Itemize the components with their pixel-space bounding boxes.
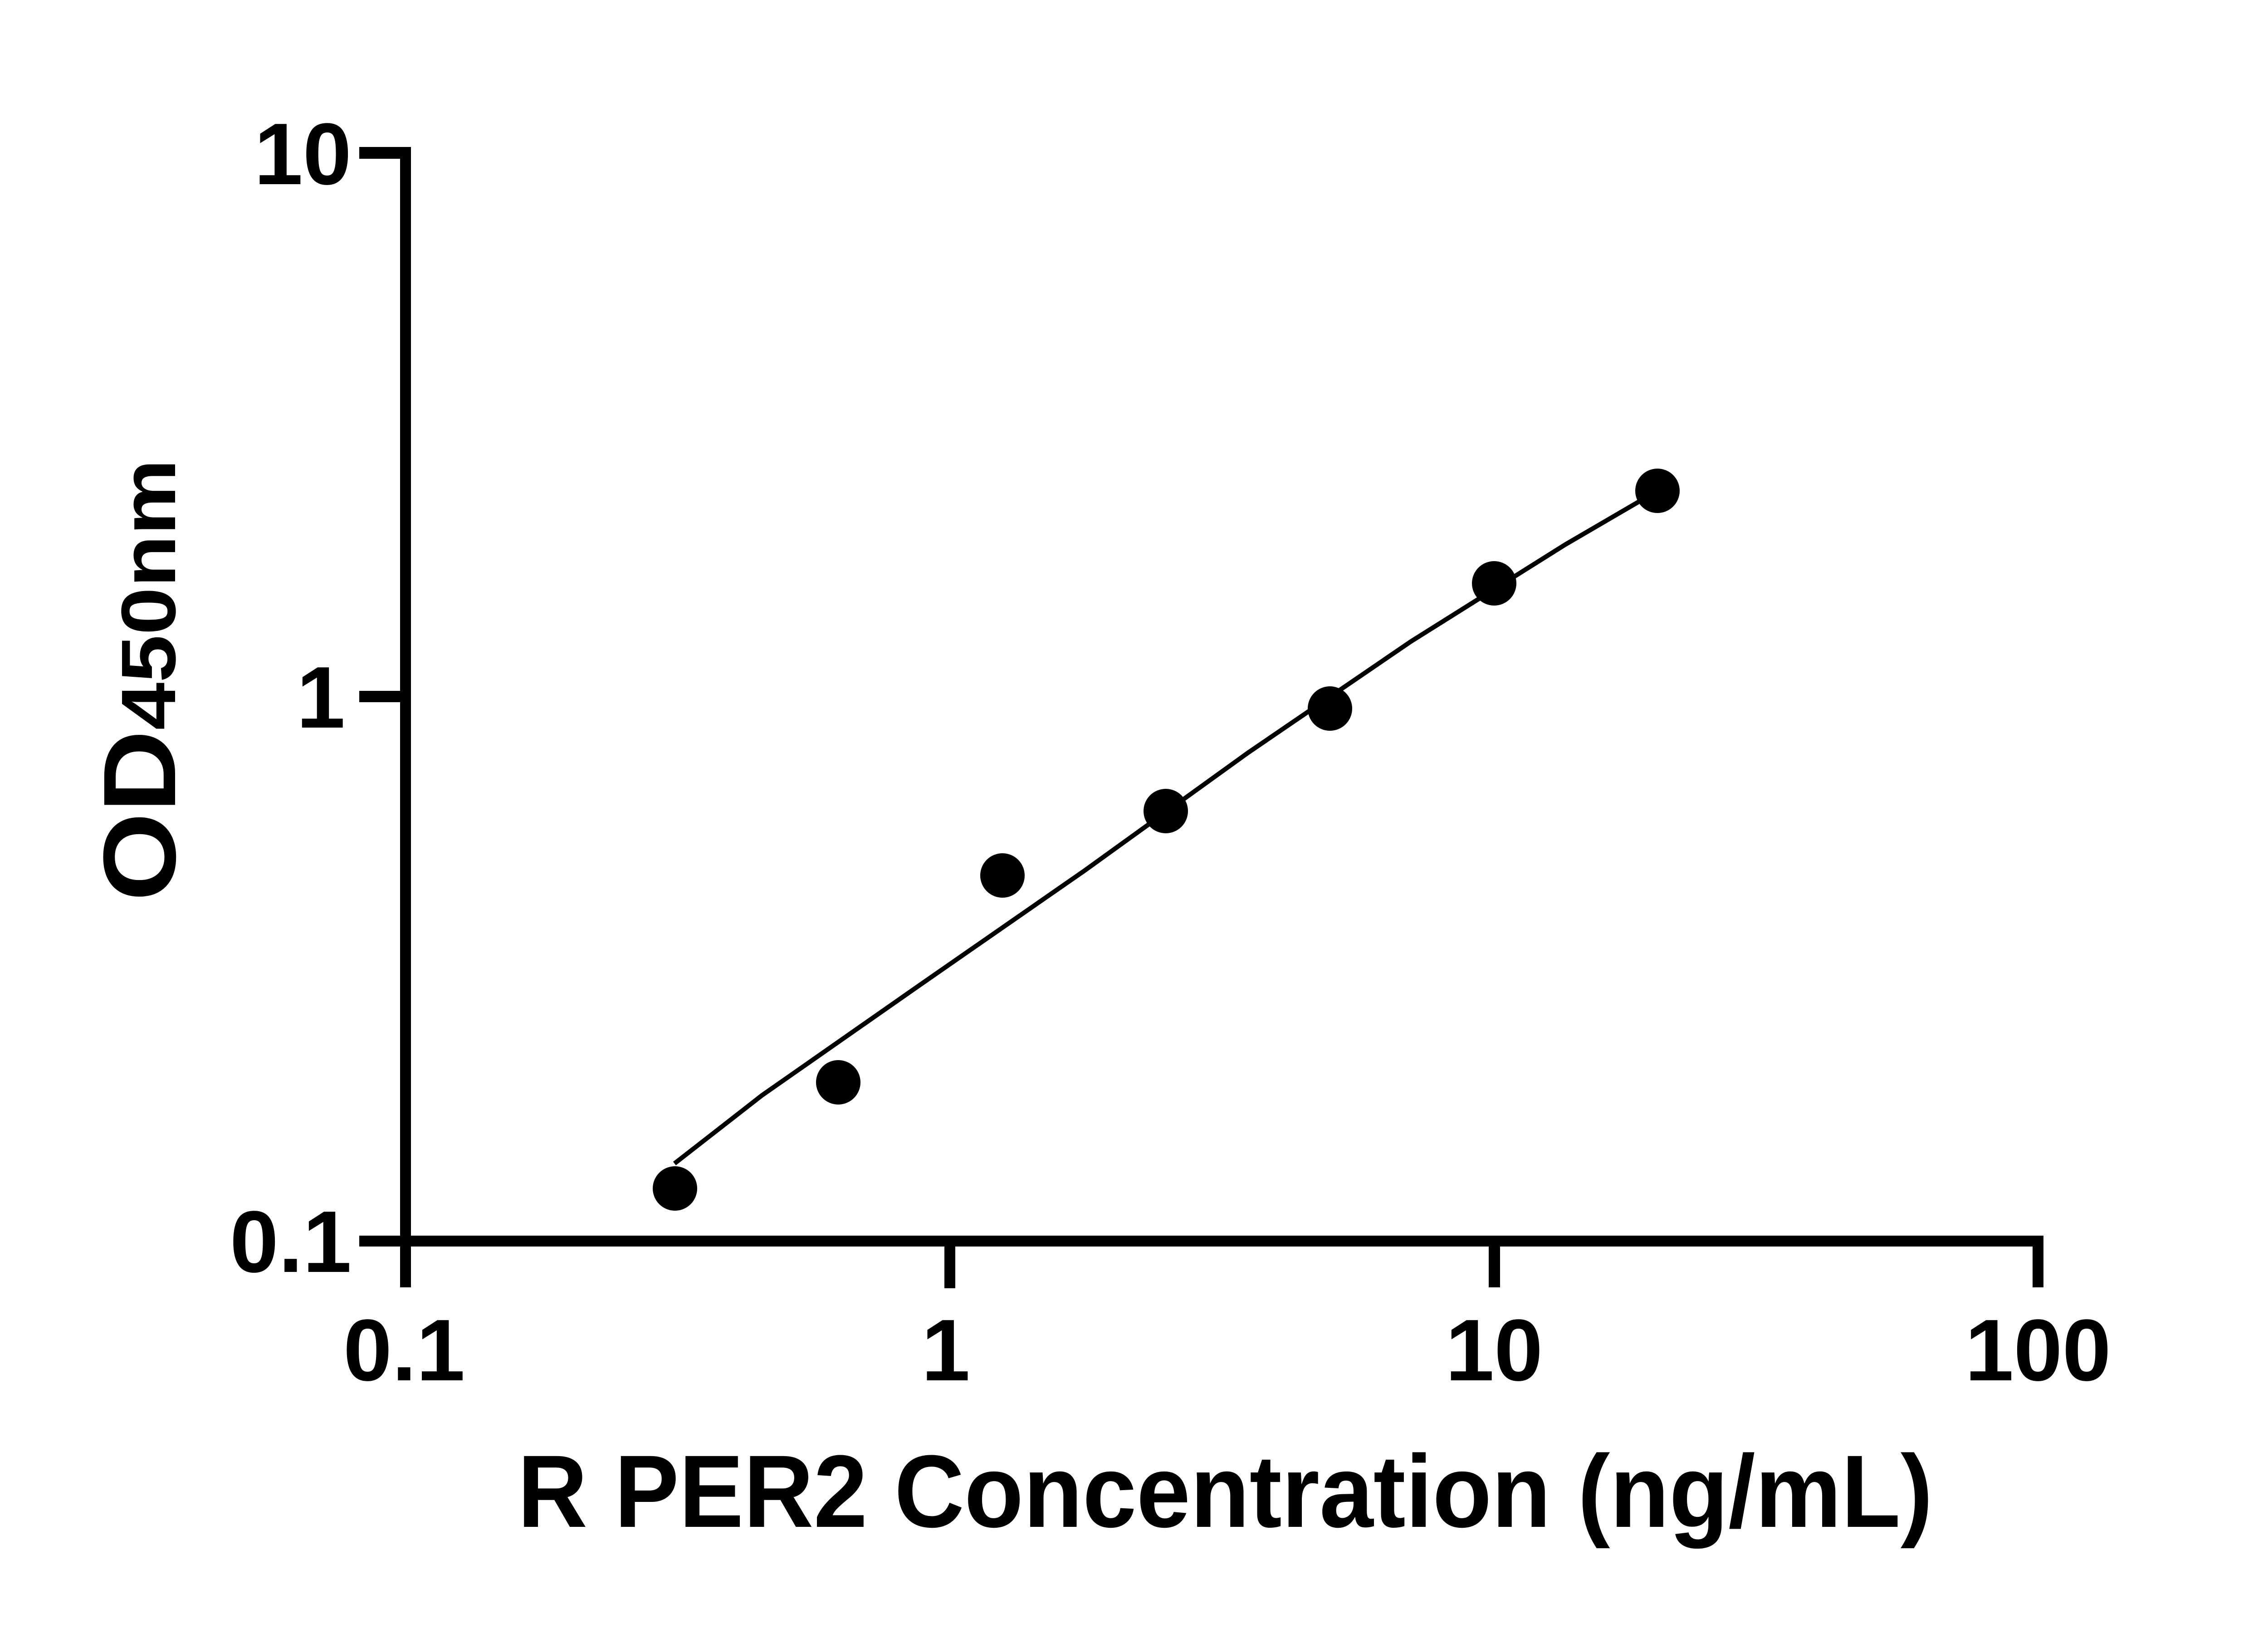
svg-text:0.1: 0.1: [343, 1301, 465, 1399]
svg-text:10: 10: [1446, 1301, 1543, 1399]
svg-text:1: 1: [297, 648, 345, 746]
svg-text:10: 10: [254, 105, 352, 203]
svg-text:1: 1: [921, 1301, 970, 1399]
svg-text:100: 100: [1965, 1301, 2111, 1399]
svg-text:0.1: 0.1: [230, 1193, 352, 1291]
svg-text:OD450nm: OD450nm: [83, 459, 197, 901]
svg-text:R PER2 Concentration (ng/mL): R PER2 Concentration (ng/mL): [518, 1434, 1933, 1549]
